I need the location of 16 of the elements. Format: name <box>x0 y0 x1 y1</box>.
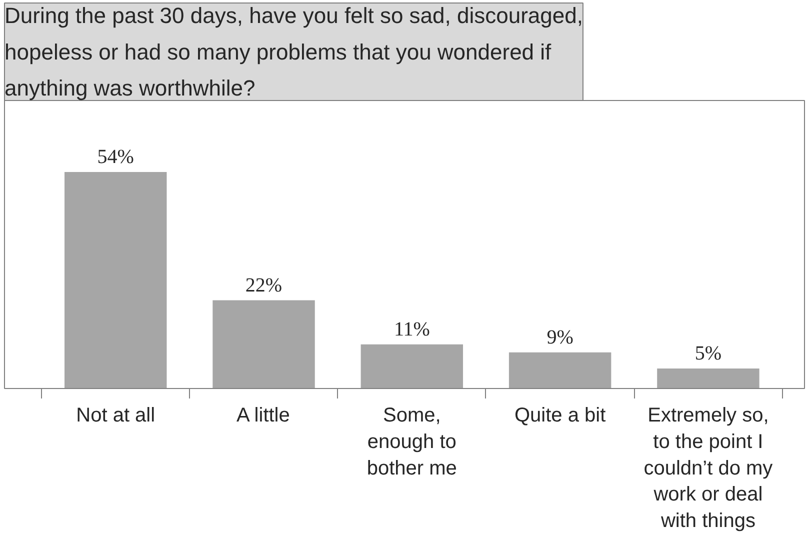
data-label: 5% <box>694 342 722 364</box>
bar <box>657 368 760 388</box>
chart-title: During the past 30 days, have you felt so sad, discouraged, hopeless or had so many problems that you wondered if anything was worthwhile? <box>4 3 583 100</box>
x-tick-label: Extremely so, to the point I couldn’t do my work or deal with things <box>644 404 773 532</box>
data-label: 9% <box>546 326 574 348</box>
x-tick-label: Some, enough to bother me <box>366 404 457 480</box>
bar <box>508 352 612 388</box>
x-tick-label: A little <box>236 404 290 426</box>
data-label: 22% <box>245 274 282 296</box>
bar <box>212 300 315 388</box>
data-label: 11% <box>394 318 430 340</box>
x-tick-label: Not at all <box>76 404 156 426</box>
x-tick-label: Quite a bit <box>514 404 606 426</box>
data-label: 54% <box>97 146 134 168</box>
bar <box>64 172 167 388</box>
bar <box>360 344 464 388</box>
